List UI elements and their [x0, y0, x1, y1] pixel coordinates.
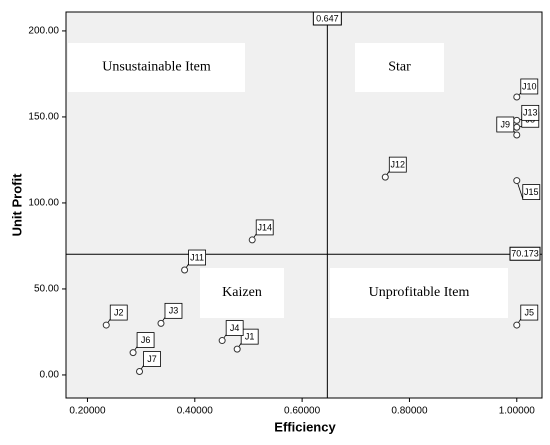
- point-label-box: [520, 304, 539, 321]
- x-tick-label: 0.20000: [69, 406, 106, 417]
- x-tick-label: 1.00000: [499, 406, 536, 417]
- annotation-box: [330, 268, 508, 318]
- point-label: J10: [522, 81, 537, 91]
- point-label-box: [522, 184, 541, 200]
- annotation-box: [200, 268, 284, 318]
- point-label: J11: [190, 252, 204, 262]
- reference-label: 70.173: [511, 249, 539, 259]
- point: [513, 131, 521, 139]
- y-tick-label: 150.00: [28, 112, 59, 123]
- point-label: J6: [141, 335, 151, 345]
- point: [381, 173, 389, 181]
- point: [181, 266, 189, 274]
- point-label: J3: [169, 306, 179, 316]
- x-tick-label: 0.80000: [391, 406, 428, 417]
- point-label-box: [240, 328, 259, 345]
- point-label-box: [496, 116, 515, 133]
- y-axis-label: Unit Profit: [9, 173, 24, 236]
- point: [513, 116, 521, 124]
- annotation: Unprofitable Item: [369, 285, 470, 300]
- x-tick-label: 0.40000: [177, 406, 214, 417]
- annotation: Kaizen: [222, 285, 262, 300]
- reference-label-box: [509, 246, 541, 261]
- reference-label-box: [312, 11, 342, 26]
- point: [102, 321, 110, 329]
- point: [513, 93, 521, 101]
- point: [129, 349, 137, 357]
- point-label: J7: [147, 354, 157, 364]
- point-label-box: [164, 302, 183, 319]
- point-label: J2: [114, 307, 124, 317]
- point-label-box: [255, 219, 274, 236]
- point-label: J14: [257, 222, 272, 232]
- point-label-box: [136, 332, 155, 348]
- point-label-box: [109, 304, 128, 321]
- y-tick-label: 50.00: [34, 284, 59, 295]
- x-tick-label: 0.60000: [284, 406, 321, 417]
- annotation: Star: [388, 60, 411, 75]
- point: [136, 368, 144, 376]
- point-label: J13: [523, 108, 538, 118]
- point-label: J15: [524, 187, 539, 197]
- point-label-box: [188, 249, 206, 266]
- point-label-box: [521, 104, 540, 121]
- point-label: J4: [230, 323, 240, 333]
- point-label: J5: [525, 307, 535, 317]
- point: [248, 236, 256, 244]
- annotation: Unsustainable Item: [102, 60, 211, 75]
- point: [157, 319, 165, 327]
- point-label-box: [520, 78, 539, 95]
- point: [513, 123, 521, 131]
- point-label-box: [388, 156, 407, 173]
- y-tick-label: 0.00: [40, 370, 60, 381]
- y-tick-label: 100.00: [28, 198, 59, 209]
- point-label: J1: [245, 332, 255, 342]
- point: [218, 337, 226, 345]
- point: [513, 177, 521, 185]
- y-tick-label: 200.00: [28, 26, 59, 37]
- annotation-box: [68, 43, 245, 92]
- point-label: J12: [391, 160, 406, 170]
- point-label-box: [225, 320, 244, 336]
- reference-label: 0.647: [316, 13, 339, 23]
- x-axis-label: Efficiency: [274, 419, 336, 434]
- point: [513, 321, 521, 329]
- point: [233, 345, 241, 353]
- point-label: J9: [501, 119, 511, 129]
- point-label-box: [143, 351, 161, 367]
- annotation-box: [355, 43, 444, 92]
